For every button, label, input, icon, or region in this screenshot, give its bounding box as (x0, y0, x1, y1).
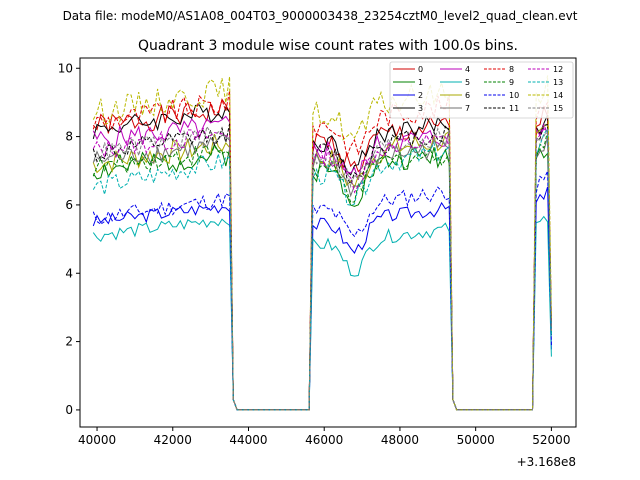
suptitle: Data file: modeM0/AS1A08_004T03_90000034… (63, 9, 578, 23)
x-tick-label: 46000 (305, 433, 343, 447)
legend-label-6: 6 (465, 91, 470, 100)
y-tick-label: 6 (65, 198, 73, 212)
legend-label-5: 5 (465, 78, 470, 87)
series-line-15 (92, 125, 552, 411)
y-tick-label: 4 (65, 266, 73, 280)
series-line-12 (92, 123, 552, 411)
legend-box (389, 61, 574, 119)
legend-label-13: 13 (553, 78, 563, 87)
series-line-6 (92, 122, 552, 411)
legend-label-3: 3 (418, 104, 423, 113)
chart-title: Quadrant 3 module wise count rates with … (138, 38, 518, 54)
x-axis: 40000 42000 44000 46000 48000 50000 52000 (78, 427, 570, 447)
legend-label-0: 0 (418, 65, 423, 74)
x-tick-label: 44000 (229, 433, 267, 447)
series-line-5 (92, 215, 552, 411)
legend-label-2: 2 (418, 91, 423, 100)
legend-label-14: 14 (553, 91, 563, 100)
legend-label-8: 8 (509, 65, 514, 74)
y-tick-label: 8 (65, 130, 73, 144)
y-axis: 0 2 4 6 8 10 (58, 61, 80, 417)
x-tick-label: 48000 (381, 433, 419, 447)
axes-frame (79, 57, 577, 428)
series-line-11 (92, 123, 552, 411)
series-line-3 (92, 104, 552, 411)
series-line-1 (92, 143, 552, 411)
legend-label-11: 11 (509, 104, 519, 113)
y-tick-label: 0 (65, 403, 73, 417)
series-line-10 (92, 170, 552, 411)
x-tick-label: 42000 (154, 433, 192, 447)
series-line-0 (92, 98, 552, 411)
x-tick-label: 50000 (457, 433, 495, 447)
x-tick-label: 40000 (78, 433, 116, 447)
series-line-2 (92, 186, 552, 411)
series-line-9 (92, 130, 552, 411)
x-offset-label: +3.168e8 (517, 455, 576, 469)
series-line-14 (92, 75, 552, 411)
legend-label-15: 15 (553, 104, 563, 113)
y-tick-label: 2 (65, 335, 73, 349)
legend-label-4: 4 (465, 65, 470, 74)
x-tick-label: 52000 (532, 433, 570, 447)
y-tick-label: 10 (58, 61, 73, 75)
legend-label-12: 12 (553, 65, 563, 74)
series-line-13 (92, 127, 552, 411)
legend-label-1: 1 (418, 78, 423, 87)
series-layer (92, 75, 552, 411)
series-line-7 (92, 134, 552, 411)
legend-label-9: 9 (509, 78, 514, 87)
legend-label-10: 10 (509, 91, 519, 100)
series-line-4 (92, 115, 552, 411)
series-line-8 (92, 90, 552, 411)
legend-label-7: 7 (465, 104, 470, 113)
